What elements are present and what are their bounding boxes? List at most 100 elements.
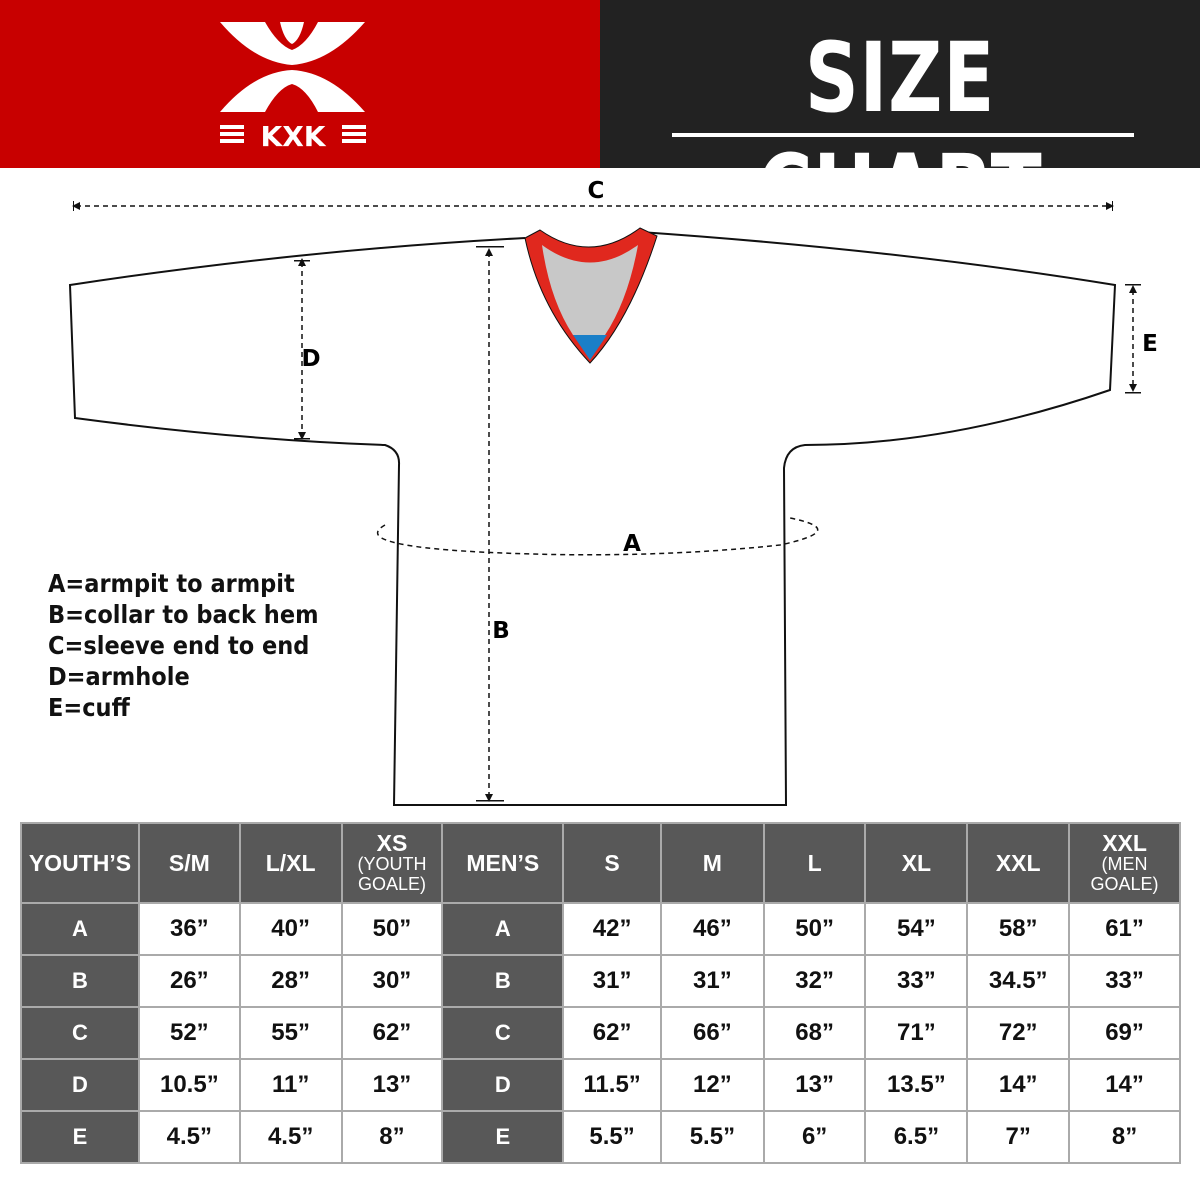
column-header: L (762, 822, 867, 904)
measurement-key: E (20, 1110, 140, 1164)
men-value-cell: 50” (762, 902, 867, 956)
youth-value-cell: 30” (340, 954, 444, 1008)
youth-value-cell: 55” (238, 1006, 343, 1060)
measurement-key: A (20, 902, 140, 956)
youth-value-cell: 50” (340, 902, 444, 956)
youth-value-cell: 28” (238, 954, 343, 1008)
column-header: L/XL (238, 822, 343, 904)
men-value-cell: 13.5” (864, 1058, 969, 1112)
label-d: D (301, 346, 320, 372)
men-value-cell: 33” (1068, 954, 1181, 1008)
legend-item: B=collar to back hem (48, 600, 319, 629)
legend-item: A=armpit to armpit (48, 569, 295, 598)
men-value-cell: 71” (864, 1006, 969, 1060)
column-header: XXL (966, 822, 1071, 904)
youth-value-cell: 13” (340, 1058, 444, 1112)
youth-value-cell: 11” (238, 1058, 343, 1112)
kxk-logo: KXK (220, 22, 366, 153)
size-label: L/XL (265, 850, 316, 876)
men-value-cell: 46” (660, 902, 765, 956)
size-label: S/M (168, 850, 210, 876)
men-value-cell: 5.5” (660, 1110, 765, 1164)
jersey-diagram: C D B E A (68, 178, 1158, 806)
men-value-cell: 12” (660, 1058, 765, 1112)
men-value-cell: 33” (864, 954, 969, 1008)
youth-value-cell: 8” (340, 1110, 444, 1164)
youth-value-cell: 36” (137, 902, 241, 956)
label-c: C (588, 178, 605, 204)
logo-text: KXK (261, 120, 327, 153)
men-value-cell: 14” (1068, 1058, 1181, 1112)
men-value-cell: 6.5” (864, 1110, 969, 1164)
youth-value-cell: 40” (238, 902, 343, 956)
measure-a-ellipse (376, 517, 819, 556)
measurement-key: C (441, 1006, 565, 1060)
measurement-key: B (441, 954, 565, 1008)
size-label: M (702, 850, 722, 876)
column-header: YOUTH’S (20, 822, 140, 904)
legend-item: E=cuff (48, 693, 130, 722)
legend-item: C=sleeve end to end (48, 631, 310, 660)
measurement-legend: A=armpit to armpit B=collar to back hem … (48, 568, 349, 723)
column-header: S (562, 822, 663, 904)
label-a: A (623, 531, 641, 557)
size-label: S (604, 850, 620, 876)
page-title: SIZE CHART (757, 22, 1043, 246)
men-value-cell: 62” (562, 1006, 663, 1060)
men-value-cell: 31” (562, 954, 663, 1008)
header-title-panel (600, 0, 1200, 168)
column-header: M (660, 822, 765, 904)
measurement-key: D (441, 1058, 565, 1112)
men-value-cell: 11.5” (562, 1058, 663, 1112)
youth-value-cell: 10.5” (137, 1058, 241, 1112)
measurement-key: B (20, 954, 140, 1008)
size-sublabel: (YOUTH GOALE) (357, 854, 427, 894)
column-header: XXL (MEN GOALE) (1068, 822, 1181, 904)
size-label: XS (376, 830, 408, 856)
label-e: E (1142, 331, 1158, 357)
measurement-key: A (441, 902, 565, 956)
youth-value-cell: 4.5” (137, 1110, 241, 1164)
men-value-cell: 54” (864, 902, 969, 956)
jersey-outline (68, 231, 1117, 806)
youth-value-cell: 62” (340, 1006, 444, 1060)
size-label: XXL (1102, 830, 1147, 856)
men-value-cell: 42” (562, 902, 663, 956)
men-value-cell: 34.5” (966, 954, 1071, 1008)
men-value-cell: 66” (660, 1006, 765, 1060)
table-header-row: YOUTH’S S/M L/XL XS (YOUTH GOALE) MEN’S S M L XL X… (20, 822, 1181, 904)
table-row: D 10.5” 11” 13” D 11.5” 12” 13” 13.5” 14” 14” (20, 1058, 1181, 1112)
men-value-cell: 61” (1068, 902, 1181, 956)
column-header: XL (864, 822, 969, 904)
men-value-cell: 68” (762, 1006, 867, 1060)
men-value-cell: 6” (762, 1110, 867, 1164)
collar-blue (573, 335, 607, 360)
title-underline (672, 133, 1134, 137)
measurement-key: E (441, 1110, 565, 1164)
table-row: A 36” 40” 50” A 42” 46” 50” 54” 58” 61” (20, 902, 1181, 956)
table-row: B 26” 28” 30” B 31” 31” 32” 33” 34.5” 33” (20, 954, 1181, 1008)
column-header: S/M (137, 822, 241, 904)
men-value-cell: 58” (966, 902, 1071, 956)
men-value-cell: 5.5” (562, 1110, 663, 1164)
label-b: B (492, 618, 510, 644)
men-value-cell: 14” (966, 1058, 1071, 1112)
measurement-key: C (20, 1006, 140, 1060)
size-table: YOUTH’S S/M L/XL XS (YOUTH GOALE) MEN’S S M L XL X… (20, 822, 1181, 1164)
men-value-cell: 32” (762, 954, 867, 1008)
table-row: E 4.5” 4.5” 8” E 5.5” 5.5” 6” 6.5” 7” 8” (20, 1110, 1181, 1164)
column-header: XS (YOUTH GOALE) (340, 822, 444, 904)
size-label: XL (901, 850, 932, 876)
legend-item: D=armhole (48, 662, 190, 691)
men-value-cell: 7” (966, 1110, 1071, 1164)
men-value-cell: 72” (966, 1006, 1071, 1060)
men-value-cell: 8” (1068, 1110, 1181, 1164)
men-value-cell: 13” (762, 1058, 867, 1112)
size-sublabel: (MEN GOALE) (1090, 854, 1159, 894)
header-brand-panel: KXK (0, 0, 600, 168)
men-value-cell: 31” (660, 954, 765, 1008)
youth-value-cell: 26” (137, 954, 241, 1008)
youth-value-cell: 52” (137, 1006, 241, 1060)
collar-inner (542, 245, 638, 335)
table-row: C 52” 55” 62” C 62” 66” 68” 71” 72” 69” (20, 1006, 1181, 1060)
